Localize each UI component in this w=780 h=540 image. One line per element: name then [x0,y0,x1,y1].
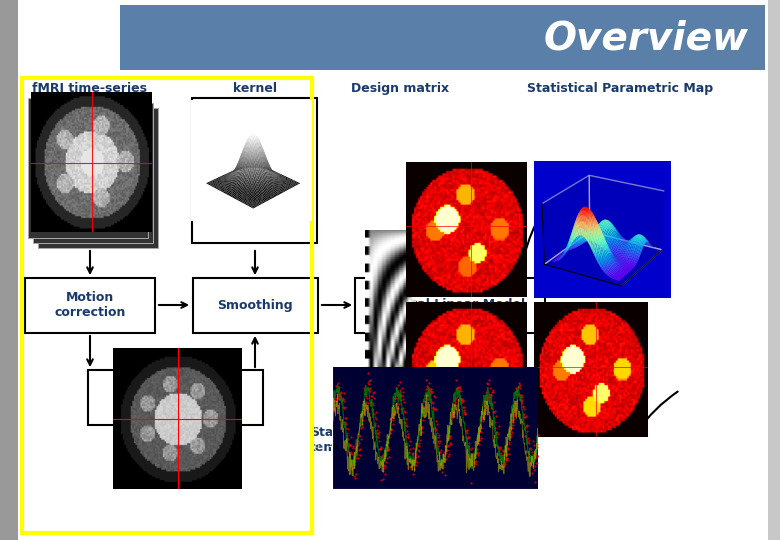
Bar [33,103,153,243]
Text: kernel: kernel [233,82,277,95]
Text: Design matrix: Design matrix [351,82,449,95]
Text: Standard
template: Standard template [310,426,374,454]
Text: Motion
correction: Motion correction [55,291,126,319]
Bar [0,0,18,540]
Bar [120,5,765,70]
Bar [193,278,317,333]
Text: Overview: Overview [543,19,748,57]
Bar [355,278,545,333]
Text: Parameter Estimates: Parameter Estimates [473,366,637,380]
Bar [25,278,155,333]
Text: Smoothing: Smoothing [217,299,292,312]
Bar [22,78,312,533]
Bar [38,108,158,248]
Bar [192,98,317,243]
Text: fMRI time-series: fMRI time-series [33,82,147,95]
Text: General Linear Model: General Linear Model [375,299,525,312]
Text: Spatial
normalisation: Spatial normalisation [126,383,223,411]
Bar [28,98,148,238]
Text: Statistical Parametric Map: Statistical Parametric Map [527,82,713,95]
Bar [87,369,263,424]
